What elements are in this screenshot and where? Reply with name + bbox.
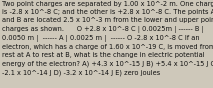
Text: Two point charges are separated by 1.00 x 10^-2 m. One charge
is -2.8 x 10^-8 C;: Two point charges are separated by 1.00 … [2,1,213,76]
